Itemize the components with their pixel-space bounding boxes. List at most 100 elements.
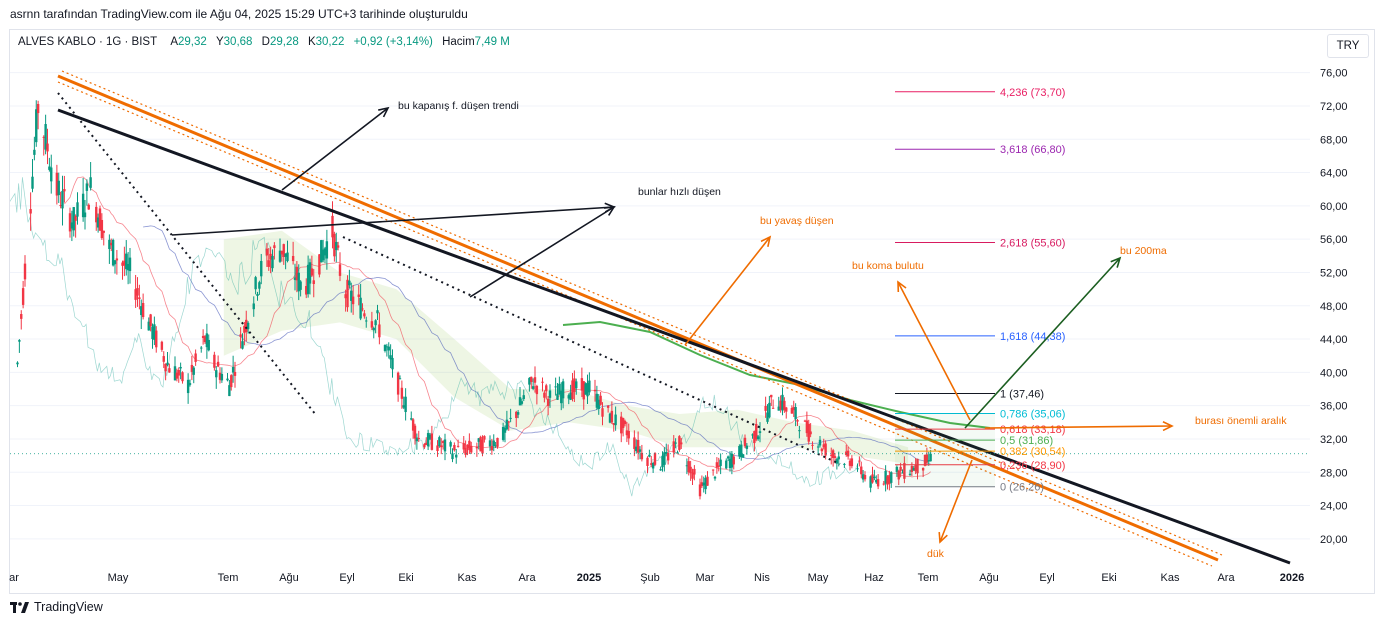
candle-body [267, 260, 270, 267]
y-tick-label: 44,00 [1320, 334, 1348, 346]
candle-body [177, 370, 180, 376]
y-tick-label: 32,00 [1320, 434, 1348, 446]
candle-body [239, 334, 242, 337]
candle-body [704, 477, 707, 490]
candle-body [205, 333, 209, 348]
candle-body [411, 419, 415, 431]
candle-body [21, 288, 25, 305]
candle-body [36, 103, 40, 114]
candle-body [89, 177, 92, 188]
candle-body [46, 143, 49, 152]
candle-body [494, 445, 497, 447]
candle-body [848, 460, 852, 466]
currency-button[interactable]: TRY [1327, 34, 1369, 58]
candle-body [770, 394, 773, 398]
arrow-fast-fall-1 [171, 206, 615, 236]
candle-body [794, 406, 797, 420]
candle-body [875, 480, 878, 483]
candle-body [689, 466, 692, 474]
orange-trend-dotted-lower [57, 81, 1213, 567]
candle-body [753, 431, 756, 444]
candle-body [691, 472, 694, 479]
candle-body [374, 320, 377, 326]
candle-body [55, 172, 59, 196]
candle-body [903, 462, 906, 479]
candle-body [306, 264, 310, 294]
fib-level-label: 1,618 (44,38) [1000, 331, 1065, 343]
candle-body [83, 212, 87, 218]
candle-body [672, 441, 675, 453]
candle-body [269, 253, 272, 260]
candle-body [376, 310, 379, 314]
candle-body [728, 458, 732, 469]
candle-body [16, 362, 19, 365]
candle-body [912, 467, 915, 471]
candle-body [426, 433, 430, 447]
candle-body [809, 431, 812, 435]
candle-body [20, 314, 23, 319]
candle-body [295, 266, 299, 281]
symbol-legend[interactable]: ALVES KABLO · 1G · BIST A29,32 Y30,68 D2… [18, 36, 510, 48]
candle-body [822, 444, 825, 448]
candle-body [23, 263, 27, 280]
candle-body [860, 466, 863, 475]
candle-body [136, 288, 139, 296]
candle-body [837, 456, 840, 460]
candle-body [151, 326, 154, 340]
candle-body [717, 465, 720, 467]
candle-body [111, 239, 115, 266]
dotted-fast-trend-2 [342, 236, 841, 465]
candle-body [593, 389, 597, 392]
candle-body [876, 479, 880, 487]
candle-body [215, 370, 218, 378]
arrow-fast-fall-2-head [603, 206, 616, 216]
change-value: +0,92 (+3,14%) [353, 36, 433, 48]
candle-body [475, 446, 479, 449]
candle-body [18, 340, 21, 342]
candle-body [745, 445, 749, 449]
chart-caption: asrnn tarafından TradingView.com ile Ağu… [10, 7, 468, 21]
candle-body [385, 346, 389, 348]
candle-body [155, 330, 158, 348]
candle-body [620, 416, 623, 434]
candle-body [218, 372, 222, 380]
candle-body [678, 436, 681, 450]
candle-body [100, 219, 104, 239]
fib-level-label: 2,618 (55,60) [1000, 237, 1065, 249]
symbol-name[interactable]: ALVES KABLO · 1G · BIST [18, 36, 158, 48]
candle-body [530, 376, 533, 382]
candle-body [897, 470, 900, 480]
candle-body [96, 217, 100, 228]
candle-body [87, 204, 90, 210]
arrow-200ma-head [1110, 256, 1122, 268]
candle-body [59, 205, 62, 207]
candle-body [833, 456, 837, 458]
candle-body [719, 459, 722, 466]
high-value: 30,68 [223, 36, 253, 48]
candle-body [48, 166, 51, 170]
candle-body [226, 378, 229, 381]
candle-body [702, 482, 705, 486]
candle-body [824, 443, 827, 456]
candle-body [548, 390, 552, 398]
candle-body [738, 446, 741, 457]
x-tick-label: Eki [1101, 572, 1116, 584]
candle-body [278, 250, 282, 262]
candle-body [280, 250, 284, 255]
candle-body [428, 434, 432, 439]
candle-body [569, 392, 572, 400]
ma200-line [562, 320, 991, 429]
annotation-close-trend: bu kapanış f. düşen trendi [398, 100, 519, 112]
candle-body [601, 408, 604, 417]
candle-body [121, 262, 124, 266]
candle-body [818, 439, 822, 446]
candle-body [625, 430, 629, 436]
fib-level-label: 0 (26,26) [1000, 482, 1044, 494]
x-tick-label: Tem [218, 572, 239, 584]
x-tick-label: Eyl [339, 572, 354, 584]
candle-body [633, 437, 636, 449]
candle-body [640, 452, 644, 460]
candle-body [916, 458, 919, 474]
candle-body [820, 448, 824, 452]
